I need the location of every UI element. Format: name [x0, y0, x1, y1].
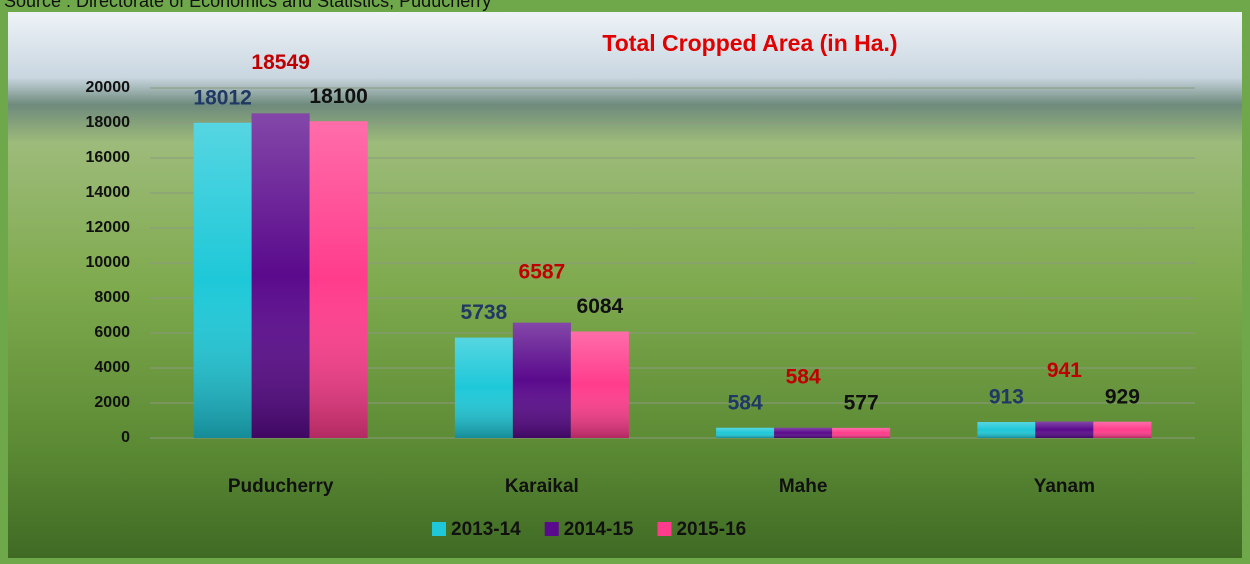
value-label: 584 [728, 391, 763, 414]
bar [570, 331, 629, 438]
value-label: 6587 [519, 260, 566, 283]
y-tick-label: 6000 [94, 324, 130, 341]
value-label: 18012 [193, 86, 251, 109]
chart-title: Total Cropped Area (in Ha.) [602, 30, 897, 56]
legend-label: 2015-16 [676, 519, 746, 540]
x-tick-label: Karaikal [505, 476, 579, 497]
bar [454, 337, 513, 438]
value-label: 941 [1047, 359, 1082, 382]
y-tick-label: 0 [121, 429, 130, 446]
value-label: 18549 [251, 51, 309, 74]
value-label: 6084 [577, 295, 624, 318]
y-tick-label: 10000 [86, 254, 131, 271]
value-label: 584 [786, 365, 821, 388]
y-tick-label: 8000 [94, 289, 130, 306]
y-tick-label: 14000 [86, 184, 131, 201]
x-tick-label: Mahe [779, 476, 828, 497]
x-tick-label: Yanam [1034, 476, 1095, 497]
source: Source : Directorate of Economics and St… [4, 0, 491, 11]
legend-swatch [432, 522, 446, 536]
legend-swatch [544, 522, 559, 536]
y-tick-label: 2000 [94, 394, 130, 411]
bar [1093, 421, 1152, 438]
bar [716, 427, 775, 438]
bar [977, 422, 1036, 438]
value-label: 913 [989, 386, 1024, 409]
value-label: 929 [1105, 385, 1140, 408]
value-label: 18100 [309, 85, 367, 108]
bar [1035, 421, 1094, 438]
bar [774, 427, 833, 438]
bar [512, 322, 571, 438]
legend-label: 2013-14 [451, 519, 521, 540]
legend-label: 2014-15 [564, 519, 634, 540]
y-tick-label: 16000 [86, 149, 131, 166]
value-label: 5738 [461, 301, 508, 324]
bar [309, 121, 368, 438]
y-tick-label: 20000 [86, 79, 131, 96]
y-tick-label: 18000 [86, 114, 131, 131]
value-label: 577 [844, 391, 879, 414]
bar [251, 113, 310, 438]
y-tick-label: 4000 [94, 359, 130, 376]
y-tick-label: 12000 [86, 219, 131, 236]
x-tick-label: Puducherry [228, 476, 334, 497]
legend-swatch [657, 522, 672, 536]
bar [832, 427, 891, 438]
bar [193, 122, 252, 438]
